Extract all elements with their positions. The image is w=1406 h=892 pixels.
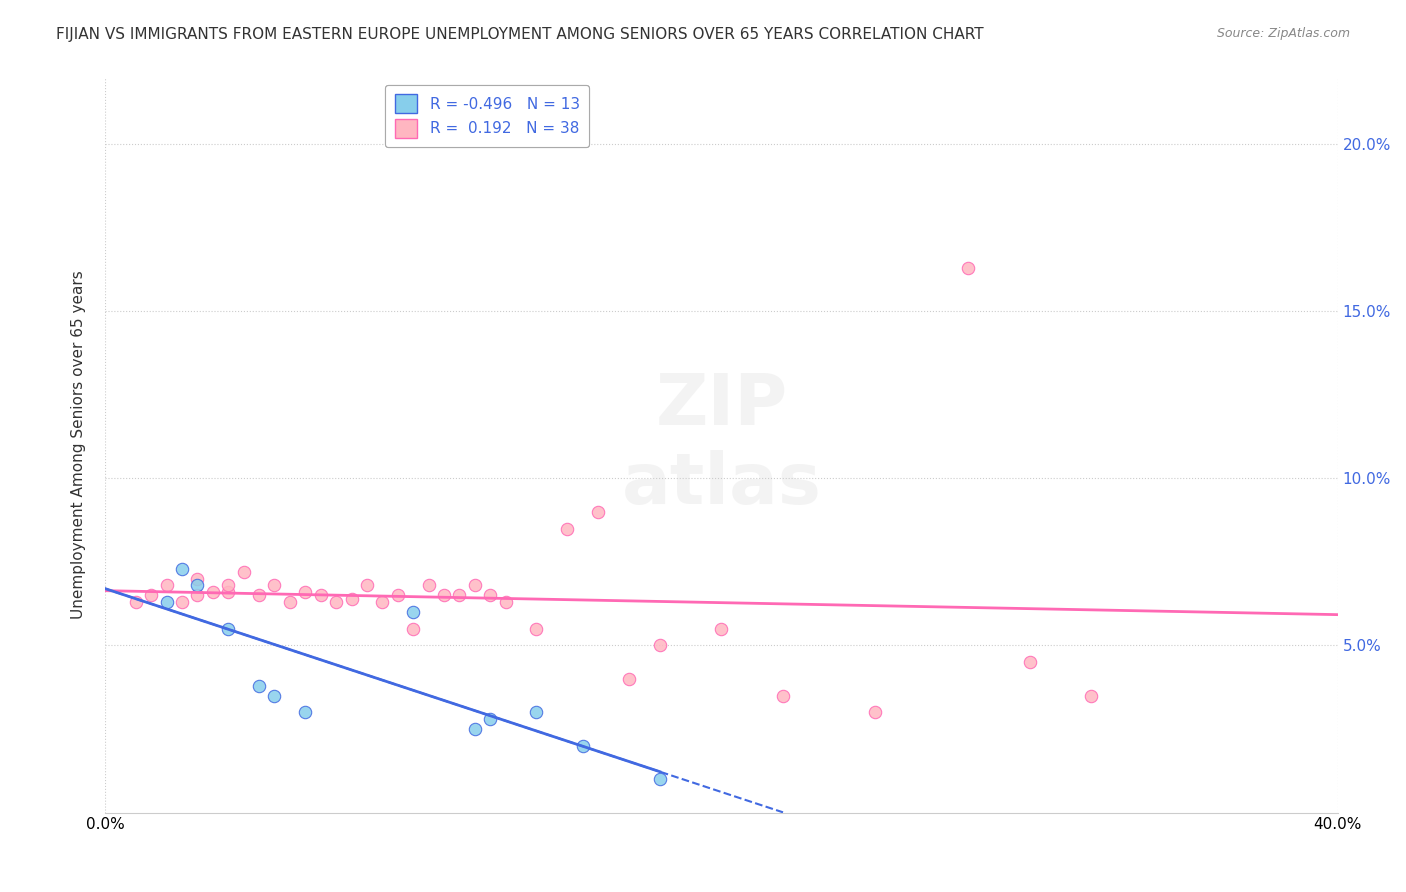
Point bbox=[247, 679, 270, 693]
Point bbox=[217, 622, 239, 636]
Point bbox=[402, 605, 425, 619]
Point bbox=[772, 689, 794, 703]
Point bbox=[1080, 689, 1102, 703]
Point bbox=[526, 622, 548, 636]
Point bbox=[865, 706, 887, 720]
Point bbox=[294, 706, 316, 720]
Point bbox=[201, 585, 224, 599]
Point bbox=[617, 672, 640, 686]
Point bbox=[449, 588, 471, 602]
Point bbox=[156, 595, 179, 609]
Point bbox=[387, 588, 409, 602]
Point bbox=[278, 595, 301, 609]
Point bbox=[402, 622, 425, 636]
Legend: R = -0.496   N = 13, R =  0.192   N = 38: R = -0.496 N = 13, R = 0.192 N = 38 bbox=[385, 85, 589, 147]
Point bbox=[464, 722, 486, 736]
Point bbox=[371, 595, 394, 609]
Point bbox=[309, 588, 332, 602]
Point bbox=[479, 588, 502, 602]
Point bbox=[232, 565, 254, 579]
Point bbox=[156, 578, 179, 592]
Text: FIJIAN VS IMMIGRANTS FROM EASTERN EUROPE UNEMPLOYMENT AMONG SENIORS OVER 65 YEAR: FIJIAN VS IMMIGRANTS FROM EASTERN EUROPE… bbox=[56, 27, 984, 42]
Point bbox=[418, 578, 440, 592]
Point bbox=[217, 585, 239, 599]
Point bbox=[1018, 655, 1040, 669]
Point bbox=[526, 706, 548, 720]
Point bbox=[325, 595, 347, 609]
Point bbox=[464, 578, 486, 592]
Point bbox=[186, 588, 208, 602]
Point bbox=[170, 561, 193, 575]
Text: Source: ZipAtlas.com: Source: ZipAtlas.com bbox=[1216, 27, 1350, 40]
Text: ZIP
atlas: ZIP atlas bbox=[621, 370, 821, 519]
Y-axis label: Unemployment Among Seniors over 65 years: Unemployment Among Seniors over 65 years bbox=[72, 270, 86, 619]
Point bbox=[555, 522, 578, 536]
Point bbox=[170, 595, 193, 609]
Point bbox=[571, 739, 593, 753]
Point bbox=[956, 260, 979, 275]
Point bbox=[125, 595, 148, 609]
Point bbox=[433, 588, 456, 602]
Point bbox=[648, 639, 671, 653]
Point bbox=[263, 578, 285, 592]
Point bbox=[186, 572, 208, 586]
Point bbox=[217, 578, 239, 592]
Point bbox=[479, 712, 502, 726]
Point bbox=[141, 588, 163, 602]
Point bbox=[340, 591, 363, 606]
Point bbox=[294, 585, 316, 599]
Point bbox=[648, 772, 671, 786]
Point bbox=[263, 689, 285, 703]
Point bbox=[247, 588, 270, 602]
Point bbox=[356, 578, 378, 592]
Point bbox=[586, 505, 609, 519]
Point bbox=[186, 578, 208, 592]
Point bbox=[495, 595, 517, 609]
Point bbox=[710, 622, 733, 636]
